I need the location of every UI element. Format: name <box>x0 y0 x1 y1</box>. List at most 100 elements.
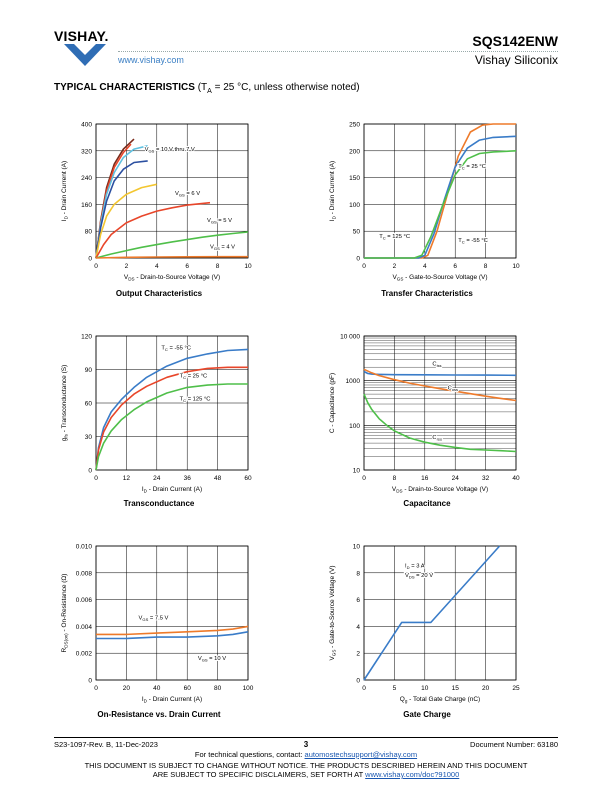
x-tick-label: 80 <box>214 685 222 692</box>
x-axis-label: Qg​ - Total Gate Charge (nC) <box>400 696 480 704</box>
x-tick-label: 40 <box>153 685 161 692</box>
y-tick-label: 6 <box>356 597 360 604</box>
x-tick-label: 32 <box>482 475 490 482</box>
disclaimer-link[interactable]: www.vishay.com/doc?91000 <box>365 770 460 779</box>
plot-frame <box>363 335 517 471</box>
x-tick-label: 8 <box>484 263 488 270</box>
tech-support-email-link[interactable]: automostechsupport@vishay.com <box>304 750 418 759</box>
x-tick-label: 15 <box>452 685 460 692</box>
footer-divider <box>54 737 558 738</box>
series-line <box>363 368 517 402</box>
x-tick-label: 48 <box>214 475 222 482</box>
y-tick-label: 50 <box>353 229 361 236</box>
y-tick-label: 0.006 <box>76 597 93 604</box>
y-tick-label: 160 <box>81 202 92 209</box>
x-axis-label: VDS​ - Drain-to-Source Voltage (V) <box>124 274 220 282</box>
y-tick-label: 240 <box>81 175 92 182</box>
caption-capacitance: Capacitance <box>403 499 451 508</box>
y-tick-label: 4 <box>356 624 360 631</box>
annotation-label: TC​ = -55 °C <box>161 345 191 351</box>
x-tick-label: 36 <box>184 475 192 482</box>
annotation-label: TC​ = 125 °C <box>180 396 211 402</box>
x-tick-label: 25 <box>512 685 520 692</box>
plot-frame <box>95 335 249 471</box>
y-tick-label: 100 <box>349 423 360 430</box>
x-tick-label: 0 <box>94 263 98 270</box>
y-tick-label: 0 <box>356 256 360 263</box>
y-tick-label: 320 <box>81 148 92 155</box>
x-tick-label: 0 <box>94 685 98 692</box>
annotation-label: TC​ = 25 °C <box>458 164 486 170</box>
logo-text: VISHAY. <box>54 28 109 44</box>
series-line <box>96 631 249 640</box>
y-tick-label: 30 <box>85 434 93 441</box>
x-tick-label: 20 <box>123 685 131 692</box>
footer-doc-number: Document Number: 63180 <box>470 740 558 749</box>
footer-tech-questions: For technical questions, contact: automo… <box>54 750 558 759</box>
series-line <box>363 545 501 681</box>
y-tick-label: 10 <box>353 468 361 475</box>
gate-charge-chart: 0 5 10 15 20 25 0 2 4 6 8 10 Qg​ - Total Gate Charge… <box>329 544 520 704</box>
y-tick-label: 60 <box>85 401 93 408</box>
series-line <box>363 393 517 453</box>
y-tick-label: 100 <box>349 202 360 209</box>
company-name: Vishay Siliconix <box>474 53 558 67</box>
y-tick-label: 2 <box>356 651 360 658</box>
y-axis-label: RDS(on)​ - On-Resistance (Ω) <box>61 574 69 653</box>
x-tick-label: 10 <box>421 685 429 692</box>
y-tick-label: 400 <box>81 122 92 129</box>
transconductance-chart: 0 12 24 36 48 60 0 30 60 90 120 ID​ - Drain Current… <box>61 334 252 494</box>
disclaimer-line-1: THIS DOCUMENT IS SUBJECT TO CHANGE WITHO… <box>84 761 528 770</box>
annotation-label: VGS​ = 5 V <box>207 218 232 224</box>
annotation-label: VGS​ = 4 V <box>210 245 235 251</box>
vishay-url-link[interactable]: www.vishay.com <box>118 55 184 65</box>
x-tick-label: 24 <box>452 475 460 482</box>
series-line <box>364 150 517 259</box>
series-line <box>95 348 249 471</box>
annotation-label: TC​ = 125 °C <box>379 234 410 240</box>
series-line <box>364 135 517 259</box>
output-characteristics-chart: 0 2 4 6 8 10 0 80 160 240 320 400 VDS​ - Drain-to-So… <box>61 122 252 282</box>
annotation-label: Coss​ <box>448 386 459 392</box>
x-axis-label: ID​ - Drain Current (A) <box>142 486 202 494</box>
caption-transfer-characteristics: Transfer Characteristics <box>381 289 473 298</box>
footer-page-number: 3 <box>303 740 309 749</box>
y-tick-label: 0.004 <box>76 624 93 631</box>
y-tick-label: 10 000 <box>340 334 360 341</box>
series-line <box>96 625 249 636</box>
annotation-label: Ciss​ <box>432 361 441 367</box>
x-tick-label: 5 <box>393 685 397 692</box>
caption-on-resistance: On-Resistance vs. Drain Current <box>97 710 221 719</box>
series-line <box>95 183 157 259</box>
section-title: TYPICAL CHARACTERISTICS (TA = 25 °C, unl… <box>54 82 360 95</box>
x-tick-label: 0 <box>362 263 366 270</box>
x-tick-label: 60 <box>244 475 252 482</box>
annotation-label: ID​ = 3 A <box>405 563 425 569</box>
disclaimer-text: ARE SUBJECT TO SPECIFIC DISCLAIMERS, SET… <box>152 770 366 779</box>
x-axis-label: VGS​ - Gate-to-Source Voltage (V) <box>392 274 487 282</box>
caption-output-characteristics: Output Characteristics <box>115 289 203 298</box>
series-line <box>95 255 248 259</box>
logo-triangle-icon <box>64 44 106 66</box>
y-tick-label: 80 <box>85 229 93 236</box>
series-line <box>95 160 148 259</box>
caption-gate-charge: Gate Charge <box>403 710 451 719</box>
x-tick-label: 8 <box>393 475 397 482</box>
annotation-label: VDS​ = 20 V <box>405 573 433 579</box>
y-tick-label: 0.010 <box>76 544 93 551</box>
x-tick-label: 40 <box>512 475 520 482</box>
x-tick-label: 2 <box>393 263 397 270</box>
y-tick-label: 90 <box>85 367 93 374</box>
y-tick-label: 8 <box>356 570 360 577</box>
section-title-tail: = 25 °C, unless otherwise noted) <box>211 82 360 93</box>
y-tick-label: 120 <box>81 334 92 341</box>
annotation-label: VGS​ = 7.5 V <box>139 616 169 622</box>
plot-frame <box>363 123 517 259</box>
x-tick-label: 6 <box>185 263 189 270</box>
section-title-bold: TYPICAL CHARACTERISTICS <box>54 82 195 93</box>
x-tick-label: 20 <box>482 685 490 692</box>
caption-transconductance: Transconductance <box>123 499 195 508</box>
plot-frame <box>363 545 517 681</box>
series-line <box>95 231 249 259</box>
